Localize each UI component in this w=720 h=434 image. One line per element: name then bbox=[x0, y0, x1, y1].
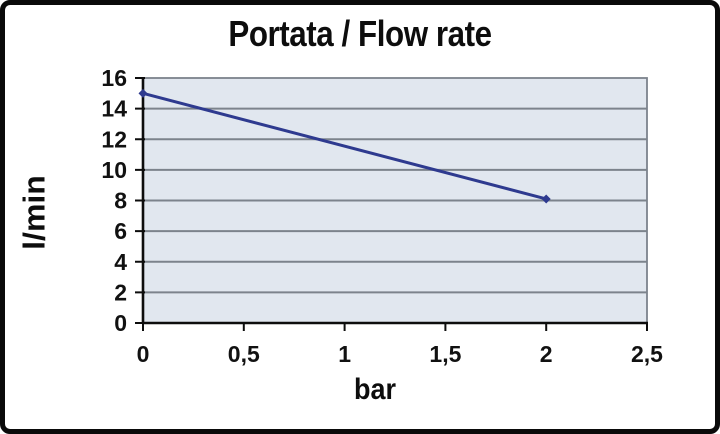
y-tick-label-4: 4 bbox=[114, 249, 127, 275]
y-tick-label-8: 8 bbox=[114, 188, 127, 214]
y-tick-label-6: 6 bbox=[114, 218, 127, 244]
x-tick-label-0: 0 bbox=[137, 341, 150, 367]
y-tick-label-16: 16 bbox=[101, 65, 127, 91]
y-tick-label-14: 14 bbox=[101, 96, 127, 122]
series-marker-1 bbox=[541, 194, 551, 204]
x-tick-label-1: 1 bbox=[338, 341, 351, 367]
y-tick-label-2: 2 bbox=[114, 279, 127, 305]
series-line-Flow rate bbox=[141, 91, 548, 201]
x-tick-label-2: 2 bbox=[540, 341, 553, 367]
x-tick-label-2,5: 2,5 bbox=[631, 341, 663, 367]
y-tick-label-12: 12 bbox=[101, 126, 127, 152]
x-tick-label-0,5: 0,5 bbox=[228, 341, 260, 367]
y-tick-label-10: 10 bbox=[101, 157, 127, 183]
series-marker-0 bbox=[138, 88, 148, 98]
y-tick-label-0: 0 bbox=[114, 310, 127, 336]
chart-title: Portata / Flow rate bbox=[228, 13, 492, 54]
x-axis-title: bar bbox=[353, 373, 397, 406]
flow-rate-plot: 0 2 4 6 8 10 12 14 16 0 0,5 1 1,5 2 2,5 bbox=[101, 65, 663, 367]
x-tick-label-1,5: 1,5 bbox=[429, 341, 461, 367]
